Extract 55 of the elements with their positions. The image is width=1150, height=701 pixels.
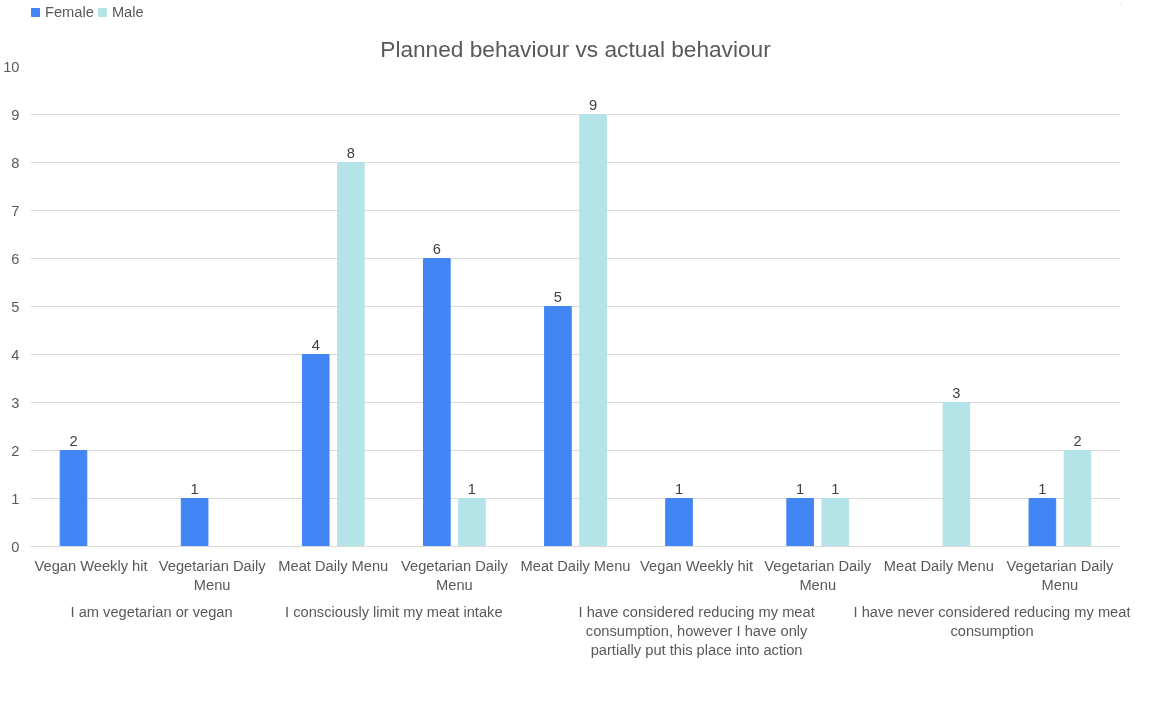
legend-label: Female xyxy=(45,4,94,20)
data-label: 2 xyxy=(69,432,78,449)
bar xyxy=(59,450,88,547)
bar xyxy=(665,498,693,547)
data-label: 5 xyxy=(553,288,563,305)
data-label: 1 xyxy=(190,480,199,497)
x-tick-label: Vegan Weekly hit xyxy=(640,557,754,574)
y-tick-label: 7 xyxy=(11,202,20,219)
data-label: 1 xyxy=(1038,480,1047,497)
data-label: 1 xyxy=(674,480,684,497)
data-label: 6 xyxy=(432,240,441,257)
data-label: 2 xyxy=(1073,432,1082,449)
bar xyxy=(458,498,486,547)
bar xyxy=(942,402,971,547)
text: I have never considered reducing my meat consumption xyxy=(853,603,1131,639)
y-tick-label: 8 xyxy=(11,154,20,171)
bar xyxy=(821,498,850,547)
data-label: 8 xyxy=(346,144,355,161)
y-tick-label: 6 xyxy=(11,250,20,267)
data-label: 9 xyxy=(588,96,598,113)
chart-title: Planned behaviour vs actual behaviour xyxy=(380,35,772,62)
bar xyxy=(423,258,451,547)
text: I am vegetarian or vegan xyxy=(70,603,233,620)
data-label: 1 xyxy=(831,480,840,497)
x-tick-label: Vegetarian Daily Menu xyxy=(401,557,509,593)
bar xyxy=(1063,450,1092,547)
data-label: 1 xyxy=(467,480,477,497)
bar xyxy=(579,114,607,547)
data-label: 3 xyxy=(952,384,961,401)
text: I have considered reducing my meat consumption, however I have only partially put this place into action xyxy=(578,603,815,658)
x-tick-label: Vegan Weekly hit xyxy=(34,557,148,574)
bar xyxy=(544,306,572,547)
y-tick-label: 10 xyxy=(3,58,20,75)
x-tick-label: Vegetarian Daily Menu xyxy=(1006,557,1114,593)
bar xyxy=(786,498,814,547)
y-tick-label: 1 xyxy=(11,490,20,507)
x-tick-label: Meat Daily Menu xyxy=(520,557,631,574)
y-tick-label: 9 xyxy=(11,106,20,123)
bar xyxy=(301,354,330,547)
bar xyxy=(337,162,365,547)
data-label: 4 xyxy=(311,336,320,353)
x-tick-label: Vegetarian Daily Menu xyxy=(764,557,872,593)
y-tick-label: 0 xyxy=(11,538,20,555)
legend-label: Male xyxy=(111,4,144,20)
y-tick-label: 5 xyxy=(11,298,20,315)
data-label: 1 xyxy=(796,480,805,497)
x-tick-label: Meat Daily Menu xyxy=(883,557,994,574)
bar xyxy=(1028,498,1057,547)
text: I consciously limit my meat intake xyxy=(285,603,503,620)
x-tick-label: Meat Daily Menu xyxy=(278,557,389,574)
x-tick-label: Vegetarian Daily Menu xyxy=(158,557,267,593)
y-tick-label: 3 xyxy=(11,394,20,411)
y-tick-label: 4 xyxy=(11,346,20,363)
bar xyxy=(180,498,209,547)
y-tick-label: 2 xyxy=(11,442,20,459)
